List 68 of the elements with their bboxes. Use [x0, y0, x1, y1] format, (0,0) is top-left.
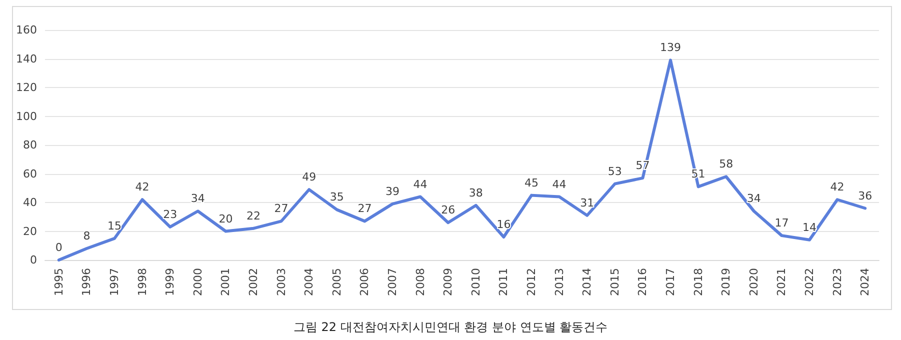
- x-tick-label: 2012: [525, 268, 538, 296]
- data-label: 26: [441, 204, 456, 217]
- data-label: 58: [719, 158, 734, 171]
- x-tick-label: 2008: [414, 268, 427, 296]
- x-tick-label: 2013: [552, 268, 566, 296]
- data-label: 35: [330, 190, 344, 204]
- data-label: 36: [858, 189, 872, 202]
- text: 그림 22 대전참여자치시민연대 환경 분야 연도별 활동건수: [293, 320, 608, 334]
- data-label: 53: [608, 164, 622, 178]
- data-label: 44: [552, 178, 566, 191]
- x-tick-label: 2022: [803, 268, 816, 296]
- x-tick-label: 2000: [191, 268, 204, 296]
- data-label: 16: [496, 218, 511, 231]
- x-tick-label: 1997: [108, 268, 121, 296]
- data-label: 45: [524, 176, 538, 190]
- data-label: 31: [580, 196, 594, 210]
- data-label: 22: [246, 209, 260, 222]
- x-tick-label: 2010: [469, 268, 482, 296]
- x-tick-label: 2005: [330, 268, 344, 296]
- x-tick-label: 2002: [247, 268, 260, 296]
- data-label: 27: [358, 202, 372, 216]
- x-tick-label: 2023: [830, 268, 844, 296]
- x-tick-label: 2020: [747, 268, 760, 296]
- data-label: 14: [802, 220, 816, 234]
- x-tick-label: 2016: [636, 268, 650, 296]
- x-tick-label: 2004: [302, 268, 316, 296]
- x-tick-label: 1996: [80, 268, 94, 296]
- x-tick-label: 2006: [358, 268, 372, 296]
- data-label: 34: [190, 192, 205, 206]
- x-tick-label: 1998: [136, 268, 149, 296]
- y-tick-label: 120: [16, 81, 37, 94]
- x-tick-label: 2015: [608, 268, 622, 296]
- data-label: 23: [163, 208, 178, 221]
- data-label: 8: [83, 230, 90, 242]
- y-tick-label: 80: [23, 138, 37, 152]
- data-label: 38: [468, 186, 483, 200]
- data-label: 34: [746, 192, 761, 206]
- x-tick-label: 2018: [692, 268, 705, 296]
- y-tick-label: 100: [16, 110, 37, 123]
- x-tick-label: 2009: [442, 268, 455, 296]
- x-tick-label: 2019: [720, 268, 733, 296]
- y-tick-label: 0: [30, 254, 37, 266]
- data-label: 139: [660, 41, 681, 54]
- x-tick-label: 2007: [386, 268, 399, 296]
- x-tick-label: 2021: [775, 268, 788, 296]
- data-label: 49: [302, 170, 316, 184]
- x-tick-label: 2003: [274, 268, 288, 296]
- y-tick-label: 60: [23, 167, 37, 180]
- data-label: 15: [108, 219, 122, 232]
- data-label: 17: [774, 216, 789, 230]
- x-tick-label: 2014: [580, 268, 594, 296]
- data-label: 27: [274, 202, 288, 216]
- data-label: 0: [55, 241, 62, 254]
- data-label: 42: [135, 180, 150, 194]
- y-tick-label: 140: [16, 52, 37, 66]
- y-tick-label: 160: [16, 24, 37, 36]
- x-tick-label: 2011: [497, 268, 510, 296]
- x-tick-label: 1999: [164, 268, 177, 296]
- x-tick-label: 1995: [52, 268, 66, 296]
- x-tick-label: 2024: [858, 268, 872, 296]
- y-tick-label: 40: [23, 196, 37, 209]
- y-tick-label: 20: [23, 224, 37, 238]
- data-label: 42: [830, 180, 844, 194]
- x-tick-label: 2017: [664, 268, 677, 296]
- data-label: 39: [386, 184, 400, 198]
- data-label: 44: [413, 178, 428, 191]
- data-label: 20: [218, 212, 233, 226]
- x-tick-label: 2001: [219, 268, 232, 296]
